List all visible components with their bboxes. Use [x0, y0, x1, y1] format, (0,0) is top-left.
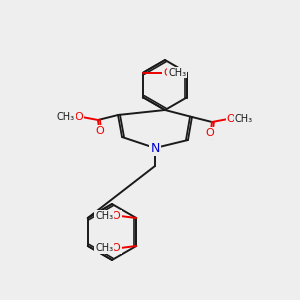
Text: O: O — [96, 126, 104, 136]
Text: O: O — [112, 211, 121, 221]
Text: CH₃: CH₃ — [235, 114, 253, 124]
Text: CH₃: CH₃ — [95, 211, 113, 221]
Text: CH₃: CH₃ — [57, 112, 75, 122]
Text: N: N — [150, 142, 160, 154]
Text: CH₃: CH₃ — [168, 68, 186, 77]
Text: O: O — [75, 112, 83, 122]
Text: O: O — [206, 128, 214, 138]
Text: O: O — [226, 114, 236, 124]
Text: O: O — [112, 243, 121, 253]
Text: O: O — [163, 68, 172, 77]
Text: CH₃: CH₃ — [95, 243, 113, 253]
